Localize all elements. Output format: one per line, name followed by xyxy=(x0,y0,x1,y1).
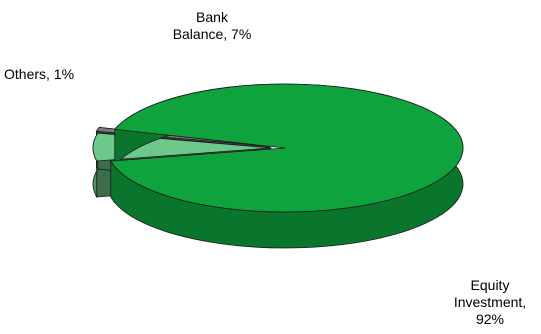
slice-label-equity-investment: Equity Investment, 92% xyxy=(440,277,540,328)
slice-label-bank-balance: Bank Balance, 7% xyxy=(152,9,272,43)
slice-label-line: Balance, 7% xyxy=(172,26,252,42)
slice-label-line: Bank xyxy=(196,9,228,25)
slice-label-line: Others, 1% xyxy=(4,66,75,82)
slice-label-others: Others, 1% xyxy=(4,66,114,83)
slice-label-line: Investment, xyxy=(453,294,527,310)
slice-label-line: 92% xyxy=(475,311,505,327)
pie-slice-top xyxy=(110,83,464,213)
pie-slice-equity-investment xyxy=(110,83,464,249)
slice-label-line: Equity xyxy=(470,277,510,293)
